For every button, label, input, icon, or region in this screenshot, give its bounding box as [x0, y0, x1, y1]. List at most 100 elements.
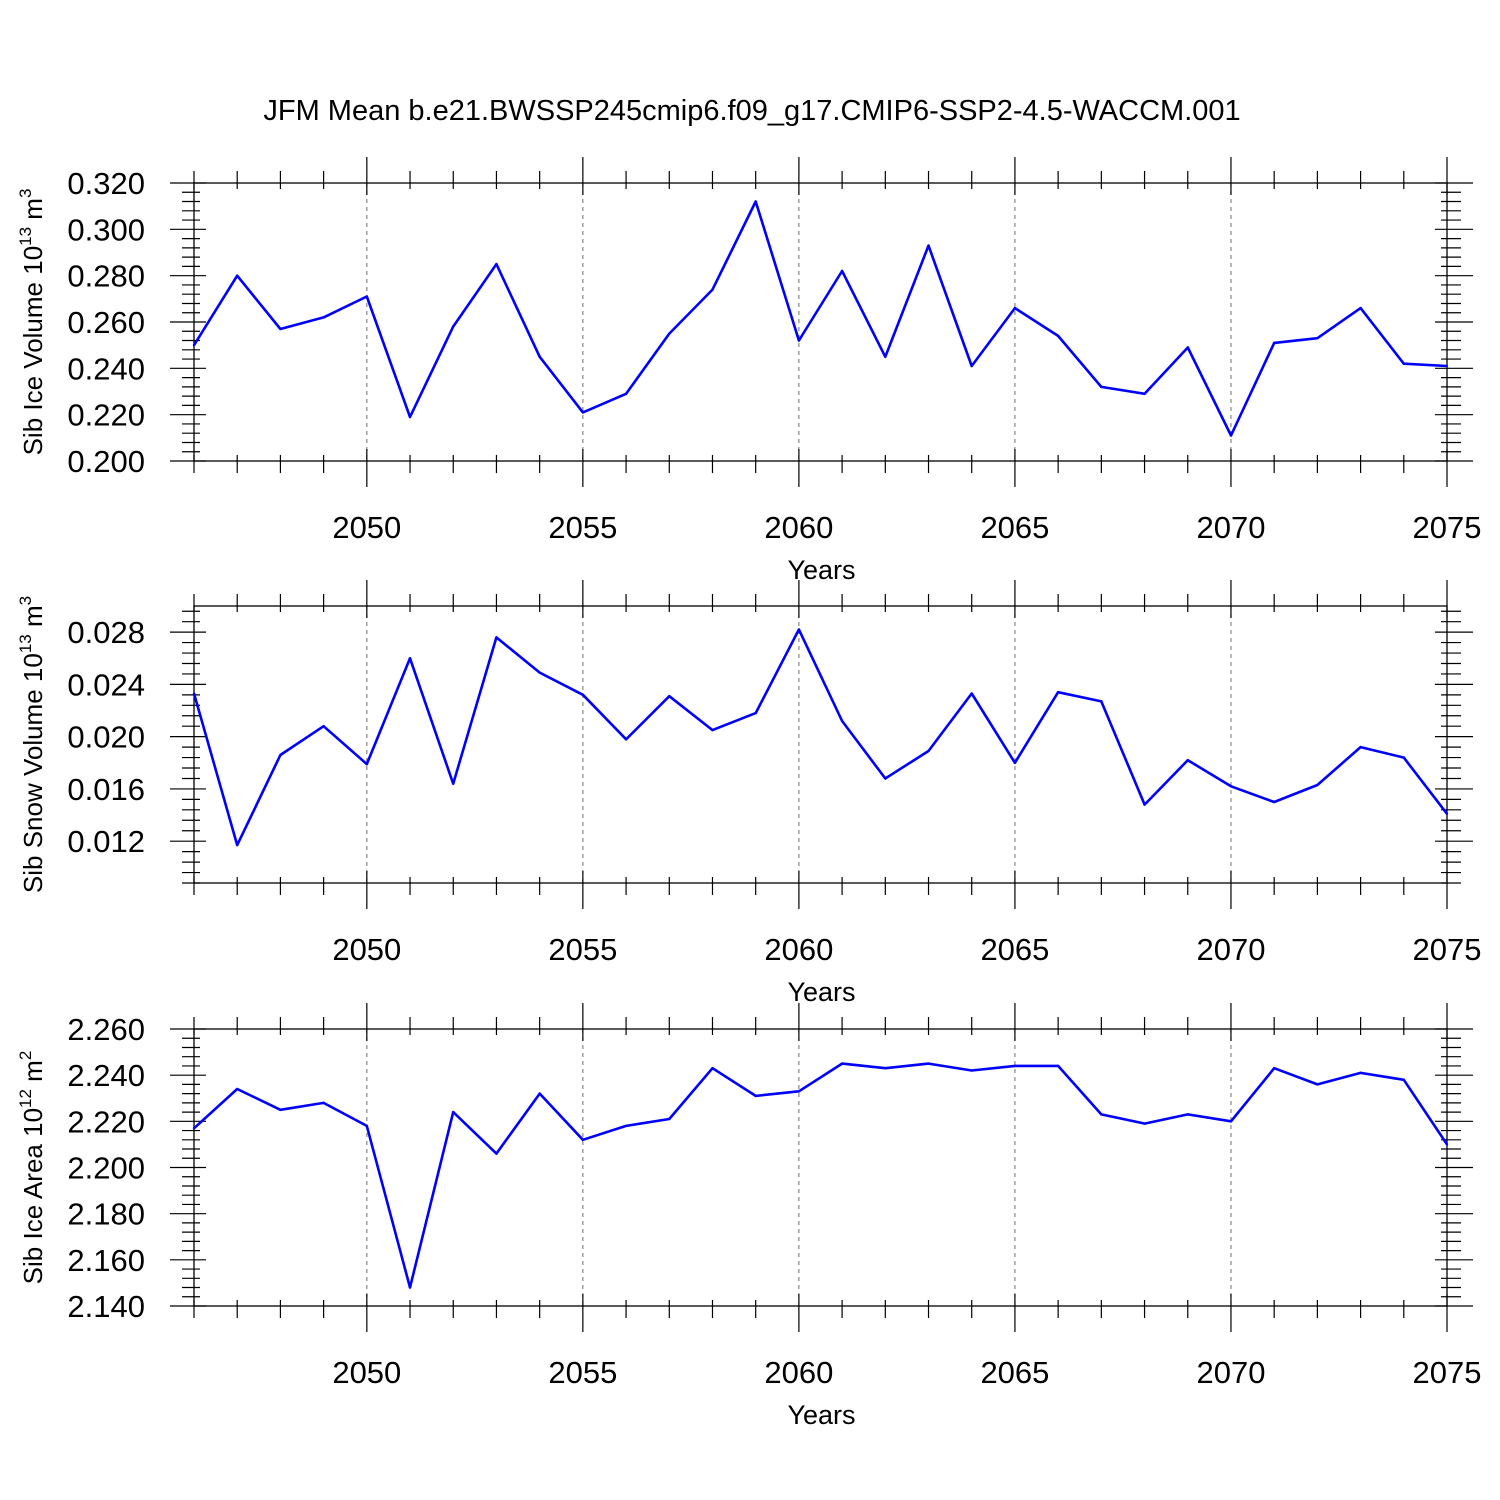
chart-title: JFM Mean b.e21.BWSSP245cmip6.f09_g17.CMI…	[263, 95, 1240, 127]
data-point	[927, 244, 930, 247]
x-tick-label: 2050	[332, 932, 401, 967]
x-tick-label: 2055	[548, 1355, 617, 1390]
x-tick-label: 2065	[980, 1355, 1049, 1390]
data-point	[1359, 1071, 1362, 1075]
data-point	[1100, 385, 1103, 389]
data-point	[408, 415, 412, 419]
x-tick-label: 2055	[548, 510, 617, 545]
data-point	[970, 1069, 973, 1072]
y-tick-label: 0.200	[67, 444, 145, 479]
chart-panel-3: 2.140 2.160 2.180 2.200 2.220 2.240 2.260 2050 2…	[16, 1003, 1481, 1430]
data-point	[1100, 700, 1103, 703]
plot-frame	[193, 1028, 1448, 1307]
y-axis-label-unit: m	[18, 198, 48, 227]
x-tick-label: 2065	[980, 932, 1049, 967]
y-tick-label: 0.320	[67, 166, 145, 201]
chart-panel-2: 0.012 0.016 0.020 0.024 0.028 2050 2055 2060 206…	[16, 580, 1481, 1007]
data-point	[365, 295, 369, 298]
data-point	[581, 411, 585, 414]
data-point	[1186, 1113, 1189, 1116]
data-point	[711, 288, 714, 291]
data-point	[452, 1110, 455, 1114]
data-point	[1445, 364, 1449, 368]
data-point	[1229, 785, 1233, 788]
y-tick-label: 0.240	[67, 351, 145, 386]
data-point	[538, 1092, 541, 1095]
data-point	[754, 1094, 757, 1098]
data-point	[1100, 1113, 1103, 1116]
data-point	[538, 671, 541, 674]
data-point	[495, 636, 498, 639]
y-tick-label: 2.140	[67, 1289, 145, 1324]
data-point	[624, 1124, 628, 1128]
data-point	[797, 1090, 801, 1093]
x-tick-label: 2050	[332, 510, 401, 545]
data-point	[1143, 803, 1146, 806]
y-axis-label-unit-exponent: 3	[16, 596, 35, 605]
data-point	[1359, 745, 1362, 749]
x-axis-label: Years	[787, 1400, 855, 1430]
y-axis-label-unit-exponent: 2	[16, 1051, 35, 1060]
x-tick-label: 2060	[764, 1355, 833, 1390]
data-point	[1272, 800, 1276, 804]
data-point	[884, 1067, 887, 1070]
x-tick-label: 2055	[548, 932, 617, 967]
x-tick-label: 2075	[1413, 932, 1482, 967]
data-point	[322, 1101, 325, 1105]
data-point	[236, 274, 239, 277]
y-axis-label-exponent: 13	[16, 634, 35, 653]
data-point	[754, 711, 757, 715]
chart-panel-1: 0.200 0.220 0.240 0.260 0.280 0.300 0.320 2050 2…	[16, 157, 1481, 585]
data-point	[754, 200, 757, 203]
data-point	[927, 749, 930, 753]
plot-frame	[193, 182, 1448, 462]
data-point	[884, 777, 887, 780]
y-tick-label: 0.220	[67, 398, 145, 433]
data-point	[1316, 783, 1319, 787]
data-point	[1186, 758, 1189, 762]
data-point	[1402, 1078, 1405, 1081]
y-tick-label: 0.300	[67, 212, 145, 247]
data-point	[970, 692, 973, 695]
data-point	[840, 269, 844, 273]
x-tick-label: 2075	[1413, 510, 1482, 545]
x-tick-label: 2065	[980, 510, 1049, 545]
series-line	[192, 200, 1448, 437]
y-axis-label: Sib Ice Area 1012 m2	[16, 1051, 48, 1285]
data-point	[1143, 1122, 1146, 1125]
x-tick-label: 2075	[1413, 1355, 1482, 1390]
y-axis-label-text: Sib Ice Volume 10	[18, 246, 48, 456]
data-point	[970, 364, 973, 368]
data-point	[452, 325, 455, 328]
data-point	[408, 657, 412, 660]
y-tick-label: 0.020	[67, 720, 145, 755]
data-point	[581, 1138, 585, 1142]
data-point	[624, 392, 628, 396]
x-tick-label: 2060	[764, 510, 833, 545]
data-point	[452, 782, 455, 785]
data-point	[1445, 812, 1449, 815]
data-point	[711, 728, 714, 732]
plot-frame	[193, 605, 1448, 884]
y-axis-label-unit: m	[18, 1060, 48, 1089]
series-line	[192, 628, 1449, 847]
x-tick-label: 2070	[1196, 510, 1265, 545]
y-tick-label: 0.024	[67, 667, 145, 702]
data-point	[192, 343, 196, 347]
y-tick-label: 0.028	[67, 615, 145, 650]
data-point	[581, 693, 585, 697]
data-point	[236, 1087, 239, 1091]
y-tick-label: 2.160	[67, 1243, 145, 1278]
y-tick-label: 0.012	[67, 824, 145, 859]
data-point	[1056, 334, 1060, 338]
data-point	[1402, 756, 1405, 759]
y-tick-label: 2.260	[67, 1012, 145, 1047]
data-point	[192, 1127, 196, 1130]
y-tick-label: 2.200	[67, 1151, 145, 1186]
x-axis-label: Years	[787, 977, 855, 1007]
x-tick-label: 2070	[1196, 1355, 1265, 1390]
y-tick-label: 2.180	[67, 1197, 145, 1232]
data-point	[279, 753, 282, 757]
y-tick-label: 2.220	[67, 1104, 145, 1139]
